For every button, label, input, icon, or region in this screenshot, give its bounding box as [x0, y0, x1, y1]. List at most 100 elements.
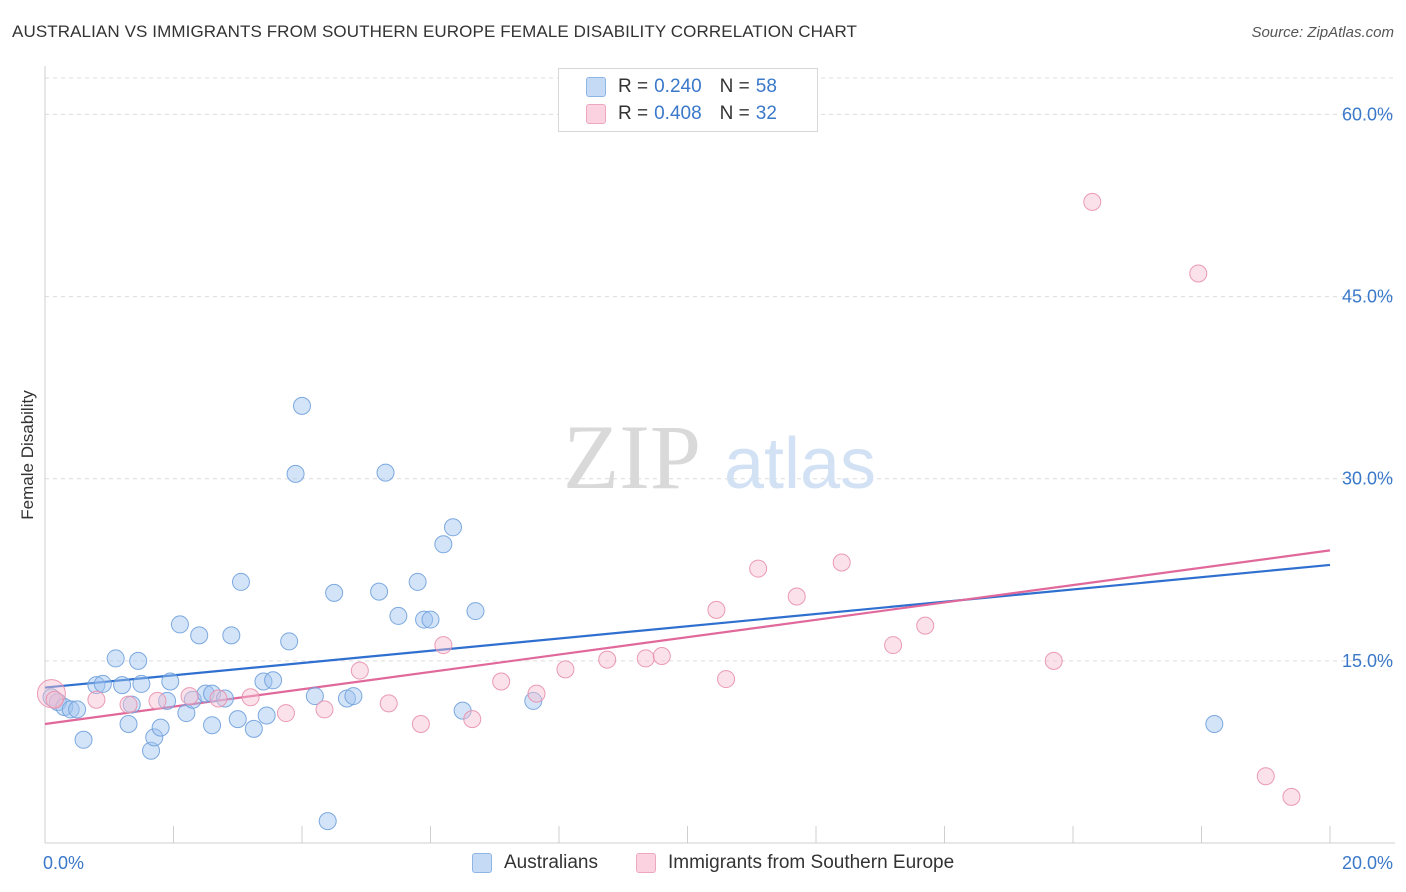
- immigrants-point: [916, 616, 935, 635]
- legend-row-australians: R = 0.240 N = 58: [559, 74, 777, 100]
- series-legend: Australians Immigrants from Southern Eur…: [0, 852, 1406, 878]
- immigrants-point: [1189, 264, 1208, 283]
- watermark: ZIP atlas: [563, 406, 876, 508]
- australians-point: [161, 672, 180, 691]
- y-tick-label: 30.0%: [1342, 469, 1393, 489]
- immigrants-point: [87, 690, 106, 709]
- australians-trend-line: [44, 563, 1331, 689]
- australians-point: [142, 741, 161, 760]
- australians-point: [74, 730, 93, 749]
- n-value: 32: [755, 103, 777, 124]
- immigrants-point: [884, 636, 903, 655]
- australians-point: [1205, 715, 1224, 733]
- australians-point: [415, 610, 434, 629]
- australians-point: [119, 715, 138, 733]
- immigrants-point: [1282, 787, 1301, 806]
- australians-point: [113, 676, 132, 695]
- immigrants-point: [315, 700, 334, 719]
- y-tick-labels: 15.0% 30.0% 45.0% 60.0%: [1342, 104, 1393, 670]
- y-tick-label: 45.0%: [1342, 287, 1393, 307]
- australians-point: [344, 687, 363, 706]
- immigrants-point: [434, 636, 453, 655]
- y-tick-label: 60.0%: [1342, 104, 1393, 124]
- immigrants-point: [350, 661, 369, 680]
- australians-point: [434, 535, 453, 554]
- legend-item-immigrants[interactable]: Immigrants from Southern Europe: [636, 852, 954, 874]
- legend-label-australians: Australians: [504, 852, 598, 873]
- australians-point: [318, 812, 337, 831]
- immigrants-point: [209, 689, 228, 708]
- australians-point: [466, 602, 485, 621]
- australians-point: [254, 672, 273, 691]
- immigrants-point: [832, 553, 851, 572]
- immigrants-point: [556, 660, 575, 679]
- watermark-zip: ZIP: [563, 406, 701, 508]
- immigrants-point: [717, 670, 736, 689]
- immigrants-point: [527, 684, 546, 703]
- australians-swatch: [586, 77, 606, 97]
- australians-point: [257, 706, 276, 725]
- correlation-legend: R = 0.240 N = 58 R = 0.408 N = 32: [558, 68, 818, 132]
- immigrants-point: [636, 649, 655, 668]
- r-value: 0.240: [654, 76, 702, 97]
- australians-point: [151, 718, 170, 737]
- immigrants-point: [276, 704, 295, 723]
- australians-point: [68, 700, 87, 719]
- australians-point: [286, 464, 305, 483]
- australians-point: [325, 583, 344, 602]
- immigrants-point: [45, 690, 64, 709]
- r-label: R =: [618, 103, 649, 124]
- immigrants-point: [241, 688, 260, 707]
- australians-point: [370, 582, 389, 601]
- australians-point: [87, 676, 106, 695]
- axes: [44, 66, 1395, 844]
- australians-swatch: [472, 853, 492, 873]
- immigrants-swatch: [586, 104, 606, 124]
- x-tick-label-min: 0.0%: [43, 853, 84, 873]
- australians-point: [170, 615, 189, 634]
- immigrants-point: [180, 687, 199, 706]
- australians-point: [129, 651, 148, 670]
- immigrants-point: [148, 691, 167, 710]
- legend-item-australians[interactable]: Australians: [472, 852, 598, 874]
- australians-point: [389, 606, 408, 625]
- australians-point: [264, 671, 283, 690]
- immigrants-point: [652, 647, 671, 665]
- australians-point: [376, 463, 395, 482]
- source-label: Source: ZipAtlas.com: [1251, 24, 1394, 41]
- immigrants-point: [787, 587, 806, 606]
- australians-point: [293, 396, 311, 415]
- australians-point: [215, 689, 234, 708]
- x-tick-labels: 0.0% 20.0%: [43, 853, 1393, 873]
- data-points: [36, 192, 1301, 831]
- gridlines: [45, 77, 1395, 662]
- immigrants-point: [1044, 651, 1063, 670]
- immigrants-point: [119, 695, 138, 714]
- x-tick-label-max: 20.0%: [1342, 853, 1393, 873]
- r-value: 0.408: [654, 103, 702, 124]
- immigrants-point: [379, 694, 398, 713]
- immigrants-point: [707, 600, 726, 619]
- australians-point: [132, 674, 151, 693]
- australians-point: [305, 687, 324, 706]
- australians-point: [228, 710, 247, 729]
- australians-point: [443, 518, 462, 537]
- australians-point: [93, 674, 112, 693]
- australians-point: [145, 728, 164, 747]
- r-label: R =: [618, 76, 649, 97]
- chart-title: AUSTRALIAN VS IMMIGRANTS FROM SOUTHERN E…: [12, 22, 858, 41]
- australians-point: [421, 610, 440, 629]
- immigrants-point: [411, 715, 430, 733]
- australians-point: [408, 572, 427, 591]
- immigrants-point: [598, 650, 617, 669]
- australians-point: [158, 691, 177, 710]
- immigrants-point: [492, 672, 511, 691]
- y-tick-label: 15.0%: [1342, 651, 1393, 671]
- n-label: N =: [719, 76, 750, 97]
- immigrants-point: [749, 559, 768, 578]
- immigrants-point: [1083, 192, 1102, 211]
- n-label: N =: [719, 103, 750, 124]
- legend-row-immigrants: R = 0.408 N = 32: [559, 101, 777, 127]
- australians-point: [203, 716, 222, 735]
